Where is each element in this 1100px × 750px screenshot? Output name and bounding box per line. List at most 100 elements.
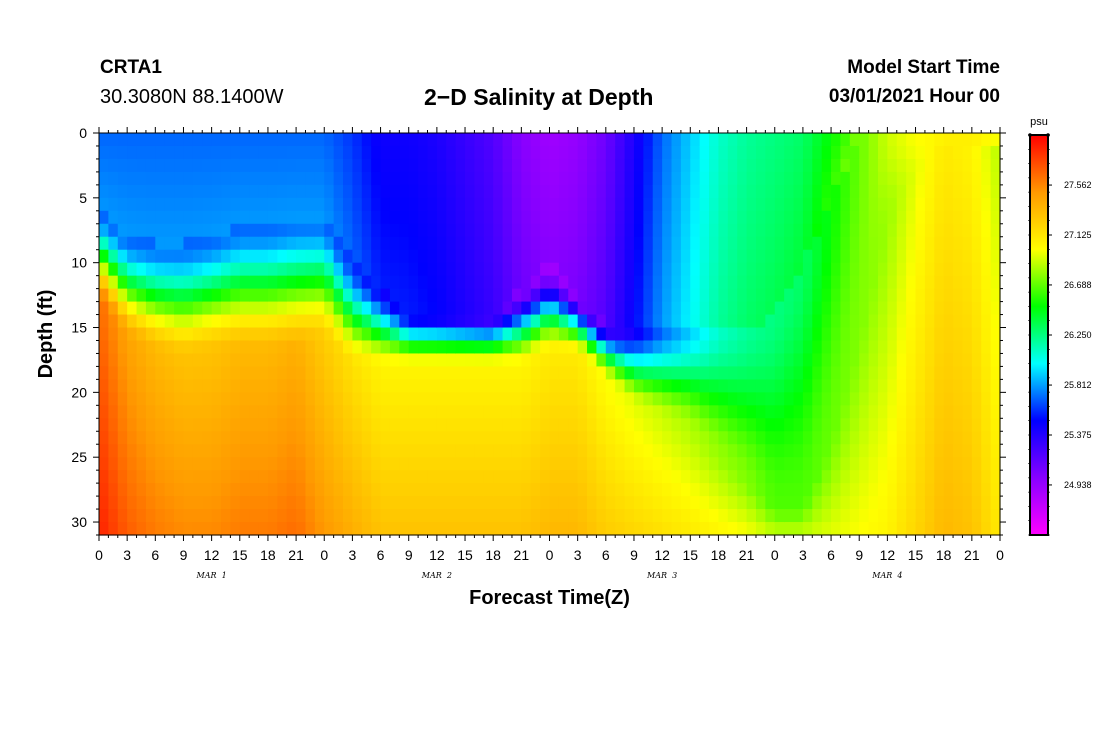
heatmap-cell [352, 145, 363, 160]
heatmap-cell [558, 379, 569, 393]
heatmap-cell [868, 314, 879, 329]
heatmap-cell [399, 392, 410, 406]
heatmap-cell [793, 418, 804, 432]
heatmap-cell [221, 145, 231, 160]
heatmap-cell [755, 366, 766, 380]
heatmap-cell [915, 262, 926, 277]
heatmap-cell [192, 327, 203, 342]
heatmap-cell [296, 405, 307, 419]
heatmap-cell [859, 249, 870, 264]
heatmap-cell [521, 249, 532, 264]
heatmap-cell [784, 418, 795, 432]
heatmap-cell [136, 197, 147, 212]
heatmap-cell [934, 262, 945, 277]
heatmap-cell [596, 301, 607, 316]
heatmap-cell [352, 314, 363, 329]
heatmap-cell [568, 327, 579, 342]
heatmap-cell [746, 197, 757, 212]
heatmap-cell [174, 509, 185, 523]
heatmap-cell [343, 379, 354, 393]
heatmap-cell [202, 457, 213, 471]
heatmap-cell [971, 418, 982, 432]
heatmap-cell [108, 158, 119, 173]
heatmap-cell [530, 133, 541, 147]
heatmap-cell [971, 340, 982, 355]
heatmap-cell [896, 405, 907, 419]
heatmap-cell [680, 379, 691, 393]
heatmap-cell [680, 171, 691, 186]
heatmap-cell [746, 145, 757, 160]
heatmap-cell [718, 197, 729, 212]
heatmap-cell [136, 210, 147, 225]
heatmap-cell [746, 236, 757, 251]
heatmap-cell [737, 223, 748, 238]
heatmap-cell [990, 158, 1001, 173]
heatmap-cell [127, 366, 138, 380]
heatmap-cell [249, 327, 260, 342]
heatmap-cell [671, 223, 682, 238]
heatmap-cell [239, 483, 250, 497]
heatmap-cell [821, 470, 832, 484]
heatmap-cell [774, 171, 785, 186]
heatmap-cell [483, 340, 494, 355]
heatmap-cell [765, 301, 776, 316]
heatmap-cell [408, 210, 419, 225]
heatmap-cell [859, 197, 870, 212]
heatmap-cell [662, 431, 673, 445]
heatmap-cell [343, 522, 354, 536]
heatmap-cell [953, 275, 964, 290]
heatmap-cell [249, 158, 260, 173]
heatmap-cell [352, 444, 363, 458]
x-axis: 0 3 6 9 12 15 18 21 0 3 6 9 12 15 18 21 0 3 6 9 12 15 18 21 0 3 6 9… [95, 127, 1004, 580]
heatmap-cell [812, 457, 823, 471]
heatmap-cell [812, 522, 823, 536]
heatmap-cell [502, 340, 513, 355]
heatmap-cell [877, 275, 888, 290]
heatmap-cell [587, 470, 598, 484]
heatmap-cell [418, 444, 429, 458]
heatmap-cell [221, 301, 231, 316]
heatmap-cell [971, 353, 982, 368]
heatmap-cell [192, 301, 203, 316]
heatmap-cell [568, 418, 579, 432]
heatmap-cell [802, 457, 813, 471]
heatmap-cell [408, 470, 419, 484]
heatmap-cell [558, 301, 569, 316]
heatmap-cell [267, 405, 278, 419]
heatmap-cell [746, 184, 757, 199]
heatmap-cell [465, 379, 476, 393]
heatmap-cell [436, 327, 447, 342]
heatmap-cell [718, 184, 729, 199]
heatmap-cell [511, 509, 522, 523]
heatmap-cell [840, 249, 851, 264]
heatmap-cell [446, 418, 457, 432]
heatmap-cell [877, 249, 888, 264]
heatmap-cell [680, 353, 691, 368]
heatmap-cell [981, 522, 992, 536]
heatmap-cell [164, 301, 175, 316]
heatmap-cell [174, 145, 185, 160]
heatmap-cell [549, 340, 560, 355]
heatmap-cell [230, 405, 241, 419]
heatmap-cell [99, 522, 109, 536]
heatmap-cell [624, 210, 635, 225]
heatmap-cell [652, 275, 663, 290]
heatmap-cell [493, 483, 504, 497]
heatmap-cell [605, 509, 616, 523]
heatmap-cell [709, 184, 720, 199]
heatmap-cell [943, 509, 954, 523]
heatmap-cell [784, 249, 795, 264]
heatmap-cell [258, 327, 269, 342]
heatmap-cell [202, 262, 213, 277]
heatmap-cell [155, 210, 166, 225]
heatmap-cell [849, 483, 860, 497]
heatmap-cell [183, 262, 194, 277]
heatmap-cell [746, 314, 757, 329]
heatmap-cell [267, 366, 278, 380]
heatmap-cell [990, 145, 1001, 160]
heatmap-cell [981, 133, 992, 147]
heatmap-cell [361, 340, 372, 355]
heatmap-cell [906, 457, 917, 471]
heatmap-cell [718, 457, 729, 471]
